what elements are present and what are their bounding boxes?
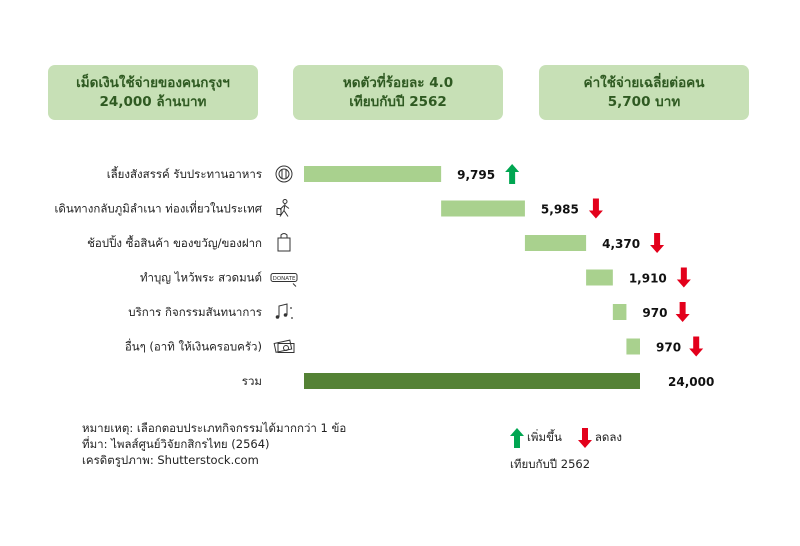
value-label-5: 970 xyxy=(656,341,681,355)
value-label-6: 24,000 xyxy=(668,375,714,389)
note-source: ที่มา: ไพลส์ศูนย์วิจัยกสิกรไทย (2564) xyxy=(82,437,270,451)
donate-icon: DONATE xyxy=(270,273,298,287)
summary-box-contraction: หดตัวที่ร้อยละ 4.0 เทียบกับปี 2562 xyxy=(293,65,503,120)
bar-0 xyxy=(304,166,442,182)
category-label-0: เลี้ยงสังสรรค์ รับประทานอาหาร xyxy=(107,166,262,181)
summary-box-spending: เม็ดเงินใช้จ่ายของคนกรุงฯ 24,000 ล้านบาท xyxy=(48,65,258,120)
dining-icon xyxy=(275,165,293,183)
trend-arrow-up-0 xyxy=(505,164,520,184)
summary-box-line2: เทียบกับปี 2562 xyxy=(349,93,447,110)
category-label-1: เดินทางกลับภูมิลำเนา ท่องเที่ยวในประเทศ xyxy=(54,201,262,216)
category-label-6: รวม xyxy=(242,374,262,388)
category-label-4: บริการ กิจกรรมสันทนาการ xyxy=(128,305,262,319)
trend-arrow-down-4 xyxy=(675,302,690,322)
category-label-5: อื่นๆ (อาทิ ให้เงินครอบครัว) xyxy=(125,339,262,354)
legend-item-up: เพิ่มขึ้น xyxy=(510,428,562,448)
bar-4 xyxy=(612,304,627,320)
up-arrow-icon xyxy=(510,428,524,448)
donate-icon-text: DONATE xyxy=(273,276,296,282)
trend-arrow-down-1 xyxy=(588,198,603,219)
bar-1 xyxy=(441,200,525,217)
category-label-3: ทำบุญ ไหว้พระ สวดมนต์ xyxy=(140,271,262,285)
legend-item-down: ลดลง xyxy=(577,428,623,448)
value-label-0: 9,795 xyxy=(457,168,495,182)
summary-box-average: ค่าใช้จ่ายเฉลี่ยต่อคน 5,700 บาท xyxy=(539,65,749,120)
music-notes-icon xyxy=(275,303,293,319)
legend-up-label: เพิ่มขึ้น xyxy=(527,430,562,444)
value-label-2: 4,370 xyxy=(602,237,640,251)
bar-2 xyxy=(524,235,587,251)
legend-compare-label: เทียบกับปี 2562 xyxy=(510,457,591,471)
down-arrow-icon xyxy=(577,428,592,448)
value-label-3: 1,910 xyxy=(629,272,667,286)
note-image-credit: เครดิตรูปภาพ: Shutterstock.com xyxy=(82,453,259,467)
money-icon xyxy=(273,339,295,353)
bar-5 xyxy=(626,338,640,355)
summary-box-line1: ค่าใช้จ่ายเฉลี่ยต่อคน xyxy=(583,75,705,92)
trend-arrow-down-5 xyxy=(689,336,704,357)
summary-box-line2: 5,700 บาท xyxy=(607,93,681,110)
summary-box-line1: เม็ดเงินใช้จ่ายของคนกรุงฯ xyxy=(76,75,230,92)
summary-box-line2: 24,000 ล้านบาท xyxy=(99,93,207,110)
legend: เพิ่มขึ้น ลดลง เทียบกับปี 2562 xyxy=(510,428,634,474)
summary-box-line1: หดตัวที่ร้อยละ 4.0 xyxy=(342,75,454,92)
value-label-4: 970 xyxy=(642,306,667,320)
shopping-bag-icon xyxy=(277,233,291,252)
trend-arrow-down-2 xyxy=(650,233,665,253)
traveler-icon xyxy=(276,199,290,217)
notes: หมายเหตุ: เลือกตอบประเภทกิจกรรมได้มากกว่… xyxy=(82,420,346,468)
category-label-2: ช้อปปิ้ง ซื้อสินค้า ของขวัญ/ของฝาก xyxy=(87,235,262,250)
trend-arrow-down-3 xyxy=(676,267,691,288)
value-label-1: 5,985 xyxy=(541,203,579,217)
bar-3 xyxy=(586,269,613,286)
bar-6 xyxy=(304,373,640,389)
legend-down-label: ลดลง xyxy=(594,430,623,444)
note-remark: หมายเหตุ: เลือกตอบประเภทกิจกรรมได้มากกว่… xyxy=(82,421,347,435)
